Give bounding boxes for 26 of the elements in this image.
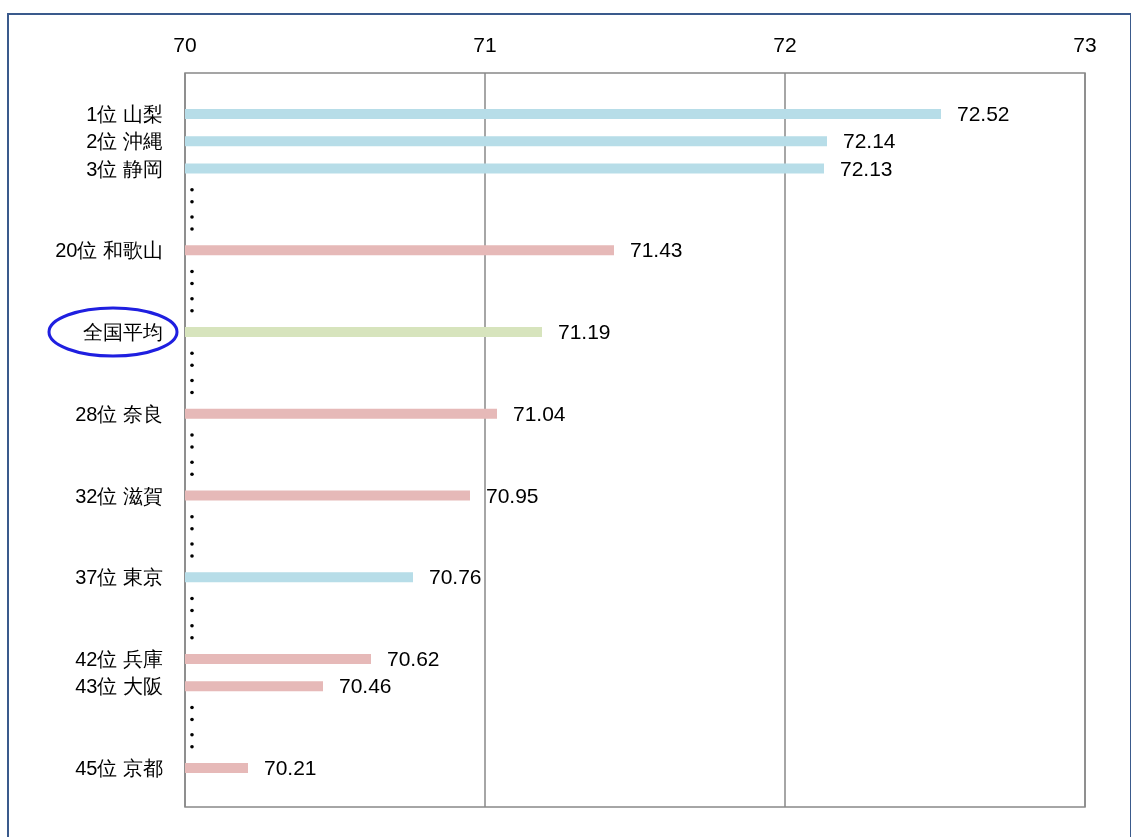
data-label: 70.62 xyxy=(387,647,440,670)
data-label: 72.13 xyxy=(840,156,893,180)
data-label: 70.95 xyxy=(486,483,539,507)
y-tick-label: 45位 京都 xyxy=(75,757,163,779)
y-tick-label: 32位 滋賀 xyxy=(75,484,163,507)
data-label: 70.46 xyxy=(339,674,392,698)
y-tick-label: 20位 和歌山 xyxy=(55,239,163,262)
y-tick-label: 43位 大阪 xyxy=(75,675,163,698)
y-tick-label: 28位 奈良 xyxy=(75,402,163,425)
y-tick-label: 37位 東京 xyxy=(75,566,163,589)
x-tick-label: 73 xyxy=(1073,33,1097,56)
data-label: 70.76 xyxy=(429,565,482,589)
data-label: 70.21 xyxy=(264,756,317,779)
y-tick-label: 2位 沖縄 xyxy=(86,130,163,153)
data-label: 72.52 xyxy=(957,102,1010,125)
data-label: 71.04 xyxy=(513,401,566,425)
y-tick-label: 3位 静岡 xyxy=(86,157,163,180)
data-label: 71.19 xyxy=(558,320,611,343)
x-tick-label: 71 xyxy=(473,33,497,56)
y-tick-label: 全国平均 xyxy=(83,321,163,343)
y-tick-label: 1位 山梨 xyxy=(86,103,163,125)
x-tick-label: 70 xyxy=(173,33,197,56)
y-tick-label: 42位 兵庫 xyxy=(75,648,163,670)
data-label: 71.43 xyxy=(630,238,683,262)
x-tick-label: 72 xyxy=(773,33,797,56)
data-label: 72.14 xyxy=(843,129,896,153)
